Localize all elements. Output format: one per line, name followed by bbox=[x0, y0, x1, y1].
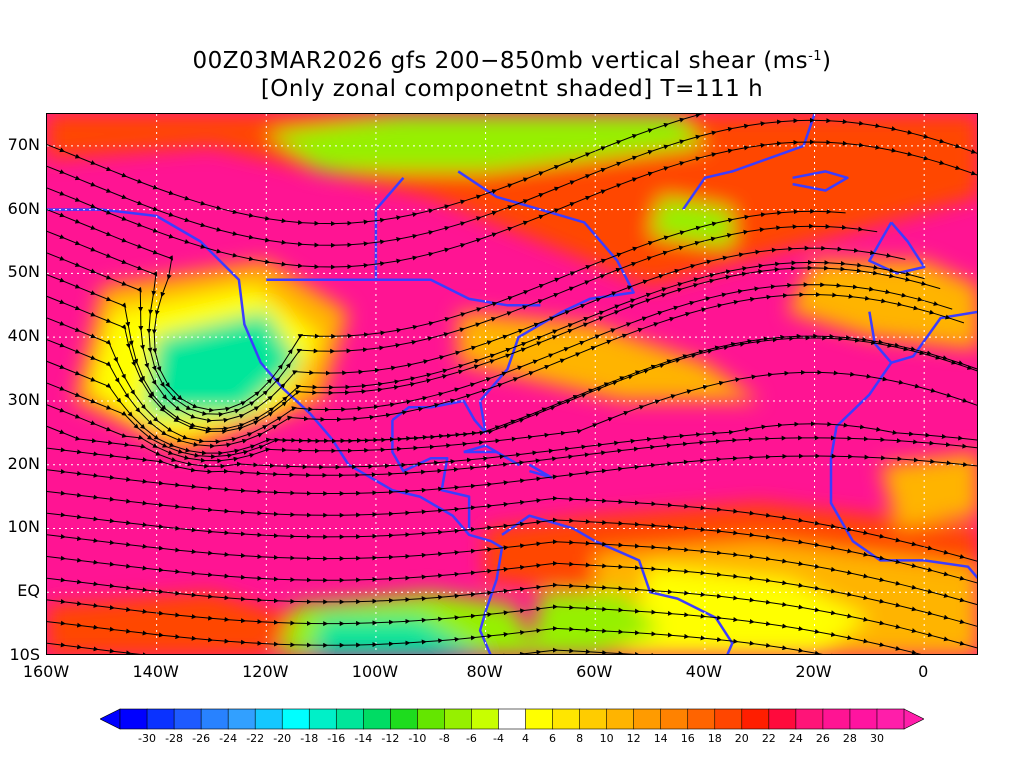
colorbar-swatch-0 bbox=[119, 708, 148, 730]
colorbar-swatch-7 bbox=[308, 708, 337, 730]
map-canvas bbox=[47, 114, 977, 654]
colorbar-arrow-left bbox=[100, 708, 121, 730]
colorbar-swatch-27 bbox=[849, 708, 878, 730]
colorbar-swatch-9 bbox=[363, 708, 391, 730]
colorbar-swatch-12 bbox=[444, 708, 473, 730]
colorbar-swatch-15 bbox=[525, 708, 554, 730]
lon-label-100w: 100W bbox=[351, 662, 399, 681]
colorbar-label: -26 bbox=[192, 732, 211, 745]
lat-label-70n: 70N bbox=[7, 134, 40, 154]
colorbar-label: -18 bbox=[300, 732, 319, 745]
lon-label-60w: 60W bbox=[576, 662, 613, 681]
colorbar-swatch-25 bbox=[795, 708, 824, 730]
colorbar-label: -4 bbox=[492, 732, 504, 745]
coastline-10 bbox=[528, 463, 553, 479]
colorbar-label: 8 bbox=[576, 732, 584, 745]
colorbar-swatch-19 bbox=[633, 708, 662, 730]
colorbar-swatch-5 bbox=[254, 708, 283, 730]
colorbar-label: 6 bbox=[549, 732, 557, 745]
shear-region-15 bbox=[880, 452, 977, 529]
lat-label-40n: 40N bbox=[7, 326, 40, 346]
shear-map bbox=[46, 113, 978, 655]
streamline-23 bbox=[47, 114, 750, 227]
colorbar-label: -6 bbox=[465, 732, 477, 745]
lon-label-0: 0 bbox=[918, 662, 929, 681]
colorbar-label: -28 bbox=[165, 732, 184, 745]
title-unit-superscript: -1 bbox=[808, 49, 823, 64]
lon-label-20w: 20W bbox=[795, 662, 832, 681]
colorbar-arrow-right bbox=[903, 708, 924, 730]
lon-label-120w: 120W bbox=[242, 662, 289, 681]
colorbar-label: 26 bbox=[815, 732, 830, 745]
map-title-line1: 00Z03MAR2026 gfs 200−850mb vertical shea… bbox=[0, 48, 1024, 74]
colorbar-label: 4 bbox=[522, 732, 530, 745]
shaded-shear-field bbox=[47, 114, 977, 654]
colorbar-label: 28 bbox=[842, 732, 857, 745]
colorbar-label: 20 bbox=[734, 732, 749, 745]
colorbar-label: -12 bbox=[381, 732, 400, 745]
title-main: 00Z03MAR2026 gfs 200−850mb vertical shea… bbox=[192, 48, 809, 74]
colorbar-swatch-3 bbox=[200, 708, 229, 730]
lat-label-60n: 60N bbox=[7, 198, 40, 218]
colorbar-swatch-13 bbox=[471, 708, 500, 730]
map-title-line2: [Only zonal componetnt shaded] T=111 h bbox=[260, 76, 764, 102]
colorbar-label: 18 bbox=[707, 732, 722, 745]
lat-label-20n: 20N bbox=[7, 453, 40, 473]
colorbar-swatch-10 bbox=[390, 708, 418, 730]
colorbar-swatch-8 bbox=[335, 708, 364, 730]
colorbar-swatch-6 bbox=[281, 708, 310, 730]
colorbar-label: -24 bbox=[219, 732, 238, 745]
colorbar-label: -8 bbox=[438, 732, 450, 745]
lon-label-40w: 40W bbox=[685, 662, 722, 681]
colorbar-label: -30 bbox=[138, 732, 157, 745]
shear-region-14 bbox=[47, 592, 294, 654]
colorbar-swatch-1 bbox=[146, 708, 175, 730]
streamline-7 bbox=[47, 490, 977, 562]
colorbar bbox=[100, 708, 924, 730]
colorbar-swatch-21 bbox=[687, 708, 716, 730]
colorbar-swatch-4 bbox=[227, 708, 256, 730]
lon-label-160w: 160W bbox=[22, 662, 70, 681]
colorbar-label: 22 bbox=[761, 732, 776, 745]
colorbar-label: 30 bbox=[869, 732, 884, 745]
colorbar-swatch-28 bbox=[876, 708, 905, 730]
colorbar-label: -14 bbox=[354, 732, 373, 745]
colorbar-label: 14 bbox=[653, 732, 668, 745]
coastline-11 bbox=[374, 176, 405, 280]
lon-label-80w: 80W bbox=[466, 662, 503, 681]
colorbar-swatch-24 bbox=[768, 708, 797, 730]
colorbar-label: 24 bbox=[788, 732, 803, 745]
lon-label-140w: 140W bbox=[132, 662, 179, 681]
colorbar-swatch-11 bbox=[417, 708, 446, 730]
colorbar-swatch-22 bbox=[714, 708, 743, 730]
colorbar-label: 10 bbox=[599, 732, 614, 745]
lat-label-10n: 10N bbox=[7, 517, 40, 537]
title-close-paren: ) bbox=[822, 48, 832, 74]
lat-label-30n: 30N bbox=[7, 389, 40, 409]
streamlines bbox=[47, 114, 977, 654]
colorbar-swatch-23 bbox=[741, 708, 770, 730]
colorbar-label: -10 bbox=[408, 732, 427, 745]
colorbar-swatch-26 bbox=[822, 708, 851, 730]
colorbar-label: 12 bbox=[626, 732, 641, 745]
colorbar-swatch-17 bbox=[579, 708, 608, 730]
colorbar-swatch-18 bbox=[606, 708, 635, 730]
colorbar-label: -22 bbox=[246, 732, 265, 745]
colorbar-swatch-14 bbox=[498, 708, 527, 730]
lat-label-eq: EQ bbox=[17, 581, 40, 601]
colorbar-swatch-16 bbox=[552, 708, 581, 730]
lat-label-50n: 50N bbox=[7, 262, 40, 282]
lat-label-10s: 10S bbox=[9, 645, 40, 664]
colorbar-swatch-2 bbox=[173, 708, 202, 730]
colorbar-label: -20 bbox=[273, 732, 292, 745]
colorbar-swatch-20 bbox=[660, 708, 689, 730]
colorbar-label: 16 bbox=[680, 732, 695, 745]
colorbar-label: -16 bbox=[327, 732, 346, 745]
